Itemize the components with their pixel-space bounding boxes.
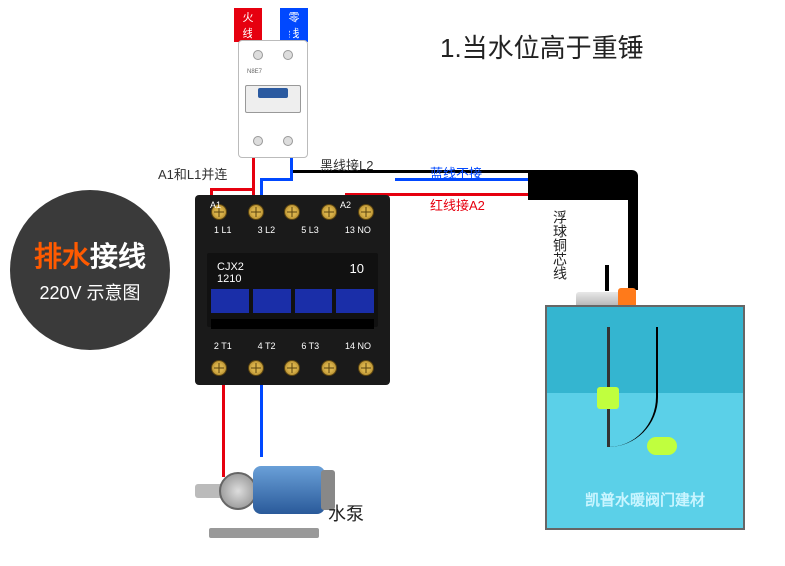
screw-icon (358, 360, 374, 376)
screw-icon (358, 204, 374, 220)
breaker-switch (245, 85, 301, 113)
water-pump (195, 448, 335, 538)
screw-icon (284, 204, 300, 220)
diagram-title: 1.当水位高于重锤 (440, 28, 644, 65)
label-a1: A1 (210, 200, 221, 210)
badge-circle: 排水接线 220V 示意图 (10, 190, 170, 350)
contactor-top-terms: 1 L1 3 L2 5 L3 13 NO (195, 225, 390, 239)
label-pump: 水泵 (328, 500, 364, 526)
screw-icon (321, 204, 337, 220)
label-a1l1: A1和L1并连 (158, 164, 227, 183)
screw-icon (248, 204, 264, 220)
circuit-breaker: N8E7 (238, 40, 308, 158)
tag-neutral: 零线 (280, 8, 308, 42)
cable-bundle-v (628, 190, 638, 290)
tag-live: 火线 (234, 8, 262, 42)
label-a2: A2 (340, 200, 351, 210)
wire-blue-pump (260, 385, 263, 457)
cable-bundle-h (528, 170, 638, 200)
screw-icon (321, 360, 337, 376)
screw-icon (284, 360, 300, 376)
cable-to-head (605, 265, 609, 291)
contactor-model: CJX2 1210 (217, 261, 244, 285)
label-black-l2: 黑线接L2 (320, 155, 373, 174)
label-float-cable: 浮球铜芯线 (550, 210, 570, 280)
breaker-make: N8E7 (247, 69, 262, 75)
diagram-canvas: 1.当水位高于重锤 排水接线 220V 示意图 火线 零线 N8E7 A1和L1… (0, 0, 785, 566)
contactor-bot-terms: 2 T1 4 T2 6 T3 14 NO (195, 341, 390, 355)
wire-a1l1-h (210, 188, 255, 191)
water-tank: 凯普水暖阀门建材 (545, 305, 745, 530)
badge-line2: 220V 示意图 (39, 279, 140, 305)
wire-blue-breaker-out (290, 158, 293, 178)
screw-icon (211, 360, 227, 376)
tank-watermark: 凯普水暖阀门建材 (547, 489, 743, 510)
contactor-body: CJX2 1210 10 (207, 253, 378, 327)
label-red-a2: 红线接A2 (430, 195, 485, 214)
wire-blue-l2-h (260, 178, 293, 181)
float-ball (647, 437, 677, 455)
screw-icon (248, 360, 264, 376)
label-blue-nc: 蓝线不接 (430, 163, 482, 182)
contactor: 1 L1 3 L2 5 L3 13 NO CJX2 1210 10 2 T1 4… (195, 195, 390, 385)
badge-line1: 排水接线 (34, 235, 146, 275)
wire-red-breaker-out (252, 158, 255, 200)
contactor-num: 10 (350, 261, 364, 276)
